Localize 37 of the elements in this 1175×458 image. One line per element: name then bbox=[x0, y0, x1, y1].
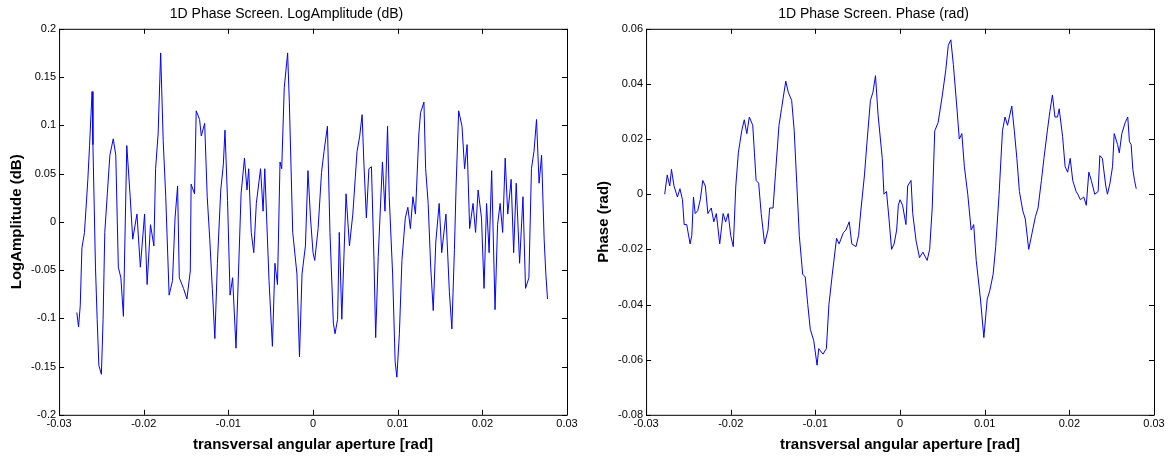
y-tick-label: 0.15 bbox=[34, 70, 57, 83]
chart-title: 1D Phase Screen. LogAmplitude (dB) bbox=[169, 5, 404, 22]
x-axis-title: transversal angular aperture [rad] bbox=[192, 435, 434, 453]
x-tick-label: 0.03 bbox=[1143, 417, 1165, 430]
chart-title: 1D Phase Screen. Phase (rad) bbox=[778, 5, 969, 22]
y-tick-label: -0.05 bbox=[30, 263, 57, 276]
y-axis-title: LogAmplitude (dB) bbox=[7, 154, 25, 290]
x-tick-label: 0 bbox=[309, 417, 317, 430]
y-tick-label: 0 bbox=[636, 187, 644, 200]
y-tick-label: 0.05 bbox=[34, 166, 57, 179]
x-tick-label: -0.02 bbox=[131, 417, 157, 430]
x-tick-label: -0.02 bbox=[718, 417, 744, 430]
y-tick-label: -0.15 bbox=[30, 359, 57, 372]
x-tick-label: 0.03 bbox=[556, 417, 578, 430]
y-tick-label: -0.2 bbox=[37, 407, 57, 420]
y-tick-label: -0.06 bbox=[617, 352, 644, 365]
y-tick-label: 0.06 bbox=[621, 21, 644, 34]
x-tick-label: 0.02 bbox=[471, 417, 494, 430]
x-tick-label: 0.01 bbox=[973, 417, 996, 430]
y-tick-label: 0 bbox=[49, 214, 57, 227]
y-tick-label: 0.04 bbox=[621, 76, 644, 89]
x-tick-label: -0.03 bbox=[46, 417, 72, 430]
y-tick-label: 0.1 bbox=[40, 118, 57, 131]
x-tick-label: -0.03 bbox=[633, 417, 659, 430]
y-tick-label: -0.04 bbox=[617, 297, 644, 310]
y-tick-label: 0.02 bbox=[621, 132, 644, 145]
x-tick-label: -0.01 bbox=[802, 417, 828, 430]
x-tick-label: 0 bbox=[896, 417, 904, 430]
x-tick-label: 0.01 bbox=[386, 417, 409, 430]
y-tick-label: -0.02 bbox=[617, 242, 644, 255]
x-tick-label: 0.02 bbox=[1058, 417, 1081, 430]
x-axis-title: transversal angular aperture [rad] bbox=[779, 435, 1021, 453]
x-tick-label: -0.01 bbox=[215, 417, 241, 430]
y-axis-title: Phase (rad) bbox=[594, 180, 612, 263]
y-tick-label: 0.2 bbox=[40, 21, 57, 34]
y-tick-label: -0.1 bbox=[37, 311, 57, 324]
y-tick-label: -0.08 bbox=[617, 407, 644, 420]
